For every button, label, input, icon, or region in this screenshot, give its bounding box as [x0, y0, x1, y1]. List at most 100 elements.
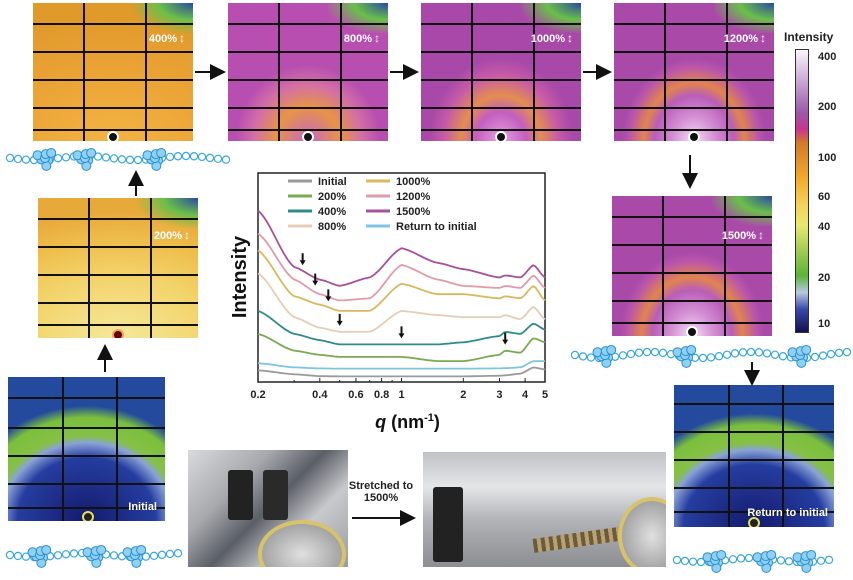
saxs-panel-1200: 1200% ↕ — [614, 3, 774, 141]
colorbar-tick: 40 — [818, 221, 831, 233]
bead-cluster — [795, 350, 805, 360]
bead-cluster — [796, 556, 807, 567]
bead — [594, 353, 604, 363]
double-arrow-icon: ↕ — [760, 31, 766, 45]
x-tick-label: 2 — [460, 389, 466, 401]
legend-label: Return to initial — [396, 221, 477, 233]
x-tick-label: 5 — [542, 389, 548, 401]
bead — [776, 556, 786, 565]
bead — [117, 552, 127, 561]
bead-cluster — [600, 350, 610, 360]
x-axis-label: q (nm-1) — [375, 412, 440, 432]
bead — [109, 551, 119, 560]
bead-cluster — [150, 149, 161, 160]
x-tick-label: 4 — [522, 389, 529, 401]
bead — [714, 352, 724, 361]
bead — [149, 551, 159, 561]
bead-cluster — [710, 555, 720, 565]
beamstop — [686, 326, 698, 336]
bead — [21, 155, 31, 164]
legend-label: 400% — [318, 206, 346, 218]
bead-cluster — [706, 556, 717, 567]
bead-cluster — [43, 155, 54, 166]
bead — [690, 353, 700, 363]
bead-cluster — [82, 547, 93, 558]
bead-cluster — [795, 350, 805, 360]
bead — [672, 555, 682, 565]
bead — [197, 152, 207, 162]
y-axis-label: Intensity — [229, 235, 251, 318]
bead — [704, 557, 714, 567]
bead-cluster — [760, 555, 770, 565]
bead-cluster — [86, 551, 97, 562]
bead — [213, 154, 223, 164]
double-arrow-icon: ↕ — [179, 31, 185, 45]
bead-cluster — [752, 552, 763, 563]
bead — [37, 155, 47, 165]
panel-label: Initial — [128, 501, 157, 513]
bead-cluster — [40, 153, 50, 163]
panel-label: 400% — [148, 33, 177, 45]
bead — [570, 350, 580, 360]
bead — [802, 353, 812, 363]
bead — [578, 352, 588, 361]
bead — [53, 551, 63, 560]
photo-stretcher-initial — [188, 450, 348, 567]
bead-cluster — [787, 347, 798, 358]
bead-cluster — [130, 550, 140, 560]
bead-cluster — [80, 149, 91, 160]
bead-cluster — [150, 153, 160, 163]
bead — [157, 153, 167, 163]
bead — [746, 347, 756, 357]
bead — [141, 552, 151, 561]
x-axis-unit: (nm — [386, 412, 424, 432]
x-tick-label: 1 — [398, 389, 404, 401]
bead — [834, 348, 844, 358]
bead — [778, 352, 788, 361]
bead — [842, 347, 852, 357]
bead-cluster — [35, 546, 46, 557]
bead-cluster — [600, 346, 611, 357]
bead — [5, 153, 15, 163]
bead — [730, 349, 740, 358]
bead-cluster — [761, 562, 772, 573]
x-tick-label: 3 — [496, 389, 502, 401]
bead-cluster — [800, 551, 811, 562]
bead — [61, 153, 71, 162]
legend-label: Initial — [318, 176, 347, 188]
colorbar-title: Intensity — [784, 30, 834, 44]
bead — [736, 554, 746, 563]
bead — [173, 152, 183, 161]
legend-label: 1200% — [396, 191, 430, 203]
bead — [45, 154, 55, 164]
beamstop — [112, 329, 124, 338]
bead-cluster — [681, 357, 692, 368]
panel-label: Return to initial — [747, 507, 828, 519]
bead-cluster — [592, 347, 603, 358]
bead-cluster — [91, 557, 102, 568]
bead — [149, 154, 159, 164]
bead — [816, 556, 826, 566]
series-line-initial — [257, 366, 546, 378]
bead-cluster — [713, 557, 724, 568]
bead — [133, 552, 143, 562]
bead-cluster — [806, 549, 817, 560]
bead — [109, 154, 119, 163]
bead-cluster — [31, 551, 42, 562]
bead-cluster — [81, 160, 92, 171]
colorbar-tick: 20 — [818, 272, 831, 284]
bead-cluster — [798, 352, 809, 363]
bead-cluster — [796, 357, 807, 368]
bead-cluster — [35, 550, 45, 560]
bead-cluster — [76, 154, 87, 165]
bead-cluster — [27, 547, 38, 558]
bead — [658, 348, 668, 358]
double-arrow-icon: ↕ — [758, 228, 764, 242]
saxs-panel-1000: 1000% ↕ — [421, 3, 581, 141]
bead — [45, 551, 55, 561]
bead-cluster — [600, 350, 610, 360]
x-axis-unit-sup: -1 — [424, 412, 434, 424]
bead-cluster — [86, 147, 97, 158]
bead-cluster — [716, 549, 727, 560]
